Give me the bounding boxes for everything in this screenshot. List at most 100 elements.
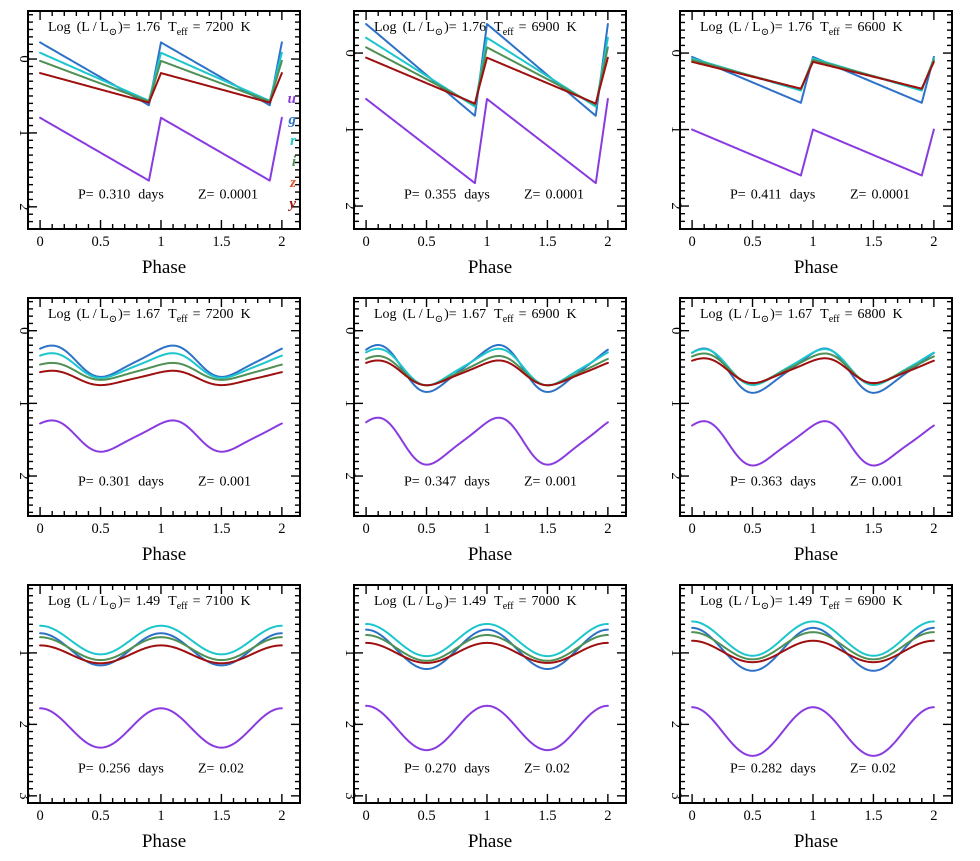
- period-label: P= 0.282 days: [730, 761, 816, 776]
- x-tick-label: 1.5: [864, 521, 882, 537]
- plot-frame: [353, 10, 627, 230]
- light-curve-i: [691, 631, 935, 661]
- light-curve-u: [39, 116, 283, 182]
- light-curve-i: [39, 59, 283, 103]
- x-tick-label: 2: [930, 808, 937, 824]
- x-tick-label: 0.5: [91, 234, 109, 250]
- x-tick-label: 1.5: [538, 808, 556, 824]
- metallicity-label: Z= 0.02: [198, 761, 244, 776]
- x-axis-label: Phase: [468, 257, 512, 278]
- x-axis-label: Phase: [794, 831, 838, 852]
- x-tick-label: 1: [483, 521, 490, 537]
- y-tick-label: 1: [342, 400, 358, 407]
- light-curve-u: [39, 419, 283, 453]
- x-tick-label: 1: [157, 521, 164, 537]
- legend-entry-r: r: [290, 133, 296, 149]
- y-tick-label: 2: [668, 202, 684, 209]
- x-tick-label: 0.5: [743, 808, 761, 824]
- x-tick-label: 2: [604, 808, 611, 824]
- plot-frame: [27, 297, 301, 517]
- x-tick-label: 2: [278, 521, 285, 537]
- light-curve-y: [365, 359, 609, 387]
- x-tick-label: 2: [930, 234, 937, 250]
- legend-entry-u: u: [288, 91, 296, 107]
- period-label: P= 0.256 days: [78, 761, 164, 776]
- light-curve-r: [691, 620, 935, 657]
- x-tick-label: 0: [362, 808, 369, 824]
- light-curve-y: [39, 644, 283, 665]
- y-tick-label: 2: [16, 203, 32, 210]
- metallicity-label: Z= 0.001: [524, 474, 577, 489]
- metallicity-label: Z= 0.001: [198, 474, 251, 489]
- light-curve-g: [39, 344, 283, 378]
- period-label: P= 0.363 days: [730, 474, 816, 489]
- light-curve-u: [365, 97, 609, 185]
- light-curve-y: [691, 60, 935, 90]
- x-tick-label: 1.5: [538, 521, 556, 537]
- y-tick-label: 2: [16, 472, 32, 479]
- legend-entry-z: z: [289, 175, 296, 191]
- y-tick-label: 2: [342, 721, 358, 728]
- x-tick-label: 2: [930, 521, 937, 537]
- y-tick-label: 1: [16, 129, 32, 136]
- plot-frame: [27, 584, 301, 804]
- y-tick-label: 1: [342, 126, 358, 133]
- x-axis-label: Phase: [468, 544, 512, 565]
- y-tick-label: 2: [668, 721, 684, 728]
- light-curve-i: [365, 355, 609, 387]
- light-curve-u: [691, 420, 935, 467]
- x-tick-label: 0.5: [417, 521, 435, 537]
- panel-header: Log (L / L⊙)= 1.76 Teff = 6900 K: [374, 20, 577, 38]
- x-tick-label: 1: [157, 234, 164, 250]
- light-curve-g: [365, 628, 609, 670]
- y-tick-label: 0: [16, 327, 32, 334]
- metallicity-label: Z= 0.02: [524, 761, 570, 776]
- x-tick-label: 2: [278, 808, 285, 824]
- period-label: P= 0.310 days: [78, 187, 164, 202]
- x-tick-label: 0.5: [417, 234, 435, 250]
- x-axis-label: Phase: [794, 257, 838, 278]
- light-curve-u: [691, 706, 935, 757]
- x-tick-label: 1: [809, 521, 816, 537]
- light-curve-r: [39, 352, 283, 379]
- y-tick-label: 2: [342, 472, 358, 479]
- y-tick-label: 2: [342, 202, 358, 209]
- panel-header: Log (L / L⊙)= 1.67 Teff = 6800 K: [700, 307, 903, 325]
- light-curve-y: [39, 72, 283, 104]
- panel-header: Log (L / L⊙)= 1.76 Teff = 6600 K: [700, 20, 903, 38]
- x-tick-label: 1.5: [212, 521, 230, 537]
- y-tick-label: 1: [16, 400, 32, 407]
- x-tick-label: 0: [36, 234, 43, 250]
- x-axis-label: Phase: [794, 544, 838, 565]
- chart-panel-2: 0 0.5 1 1.5 2 0 1 2 Phase Log (L / L⊙)= 1.76 Teff = 69…: [342, 10, 627, 278]
- light-curve-r: [39, 51, 283, 102]
- light-curve-g: [691, 55, 935, 104]
- x-tick-label: 0: [688, 808, 695, 824]
- metallicity-label: Z= 0.0001: [198, 187, 258, 202]
- metallicity-label: Z= 0.0001: [524, 187, 584, 202]
- x-tick-label: 2: [278, 234, 285, 250]
- y-tick-label: 3: [668, 792, 684, 799]
- x-tick-label: 0: [362, 234, 369, 250]
- period-label: P= 0.411 days: [730, 187, 815, 202]
- period-label: P= 0.301 days: [78, 474, 164, 489]
- x-tick-label: 1: [483, 234, 490, 250]
- y-tick-label: 0: [342, 327, 358, 334]
- light-curve-g: [39, 632, 283, 667]
- y-tick-label: 1: [342, 649, 358, 656]
- x-axis-label: Phase: [142, 831, 186, 852]
- y-tick-label: 3: [342, 792, 358, 799]
- chart-panel-7: 0 0.5 1 1.5 2 1 2 3 Phase Log (L / L⊙)= 1.49 Teff = 71…: [16, 584, 301, 852]
- x-axis-label: Phase: [142, 257, 186, 278]
- chart-panel-1: 0 0.5 1 1.5 2 0 1 2 Phase Log (L / L⊙)= 1.76 Teff = 72…: [16, 10, 301, 278]
- chart-panel-5: 0 0.5 1 1.5 2 0 1 2 Phase Log (L / L⊙)= 1.67 Teff = 69…: [342, 297, 627, 565]
- chart-panel-8: 0 0.5 1 1.5 2 1 2 3 Phase Log (L / L⊙)= 1.49 Teff = 70…: [342, 584, 627, 852]
- plot-frame: [679, 297, 953, 517]
- x-tick-label: 1.5: [864, 234, 882, 250]
- metallicity-label: Z= 0.0001: [850, 187, 910, 202]
- x-tick-label: 1: [809, 234, 816, 250]
- light-curve-i: [691, 58, 935, 91]
- x-tick-label: 0.5: [743, 521, 761, 537]
- panel-header: Log (L / L⊙)= 1.67 Teff = 6900 K: [374, 307, 577, 325]
- y-tick-label: 1: [668, 649, 684, 656]
